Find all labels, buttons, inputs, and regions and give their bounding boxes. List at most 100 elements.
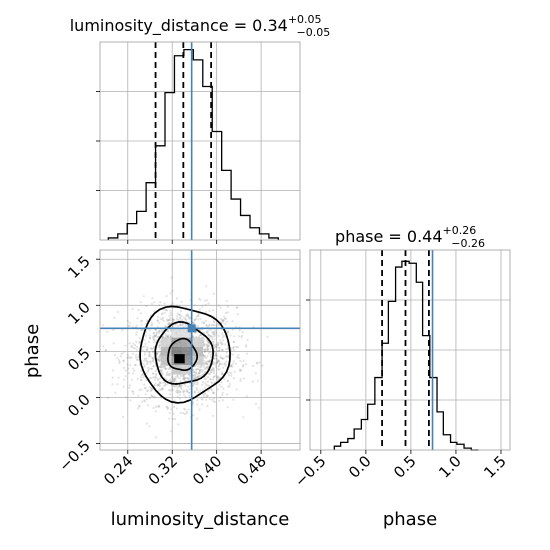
sample-point xyxy=(203,371,207,374)
sample-point xyxy=(159,317,162,320)
sample-point xyxy=(224,323,227,326)
density-cell xyxy=(160,355,172,366)
sample-point xyxy=(156,316,159,319)
x-tick-label: −0.5 xyxy=(291,452,329,490)
density-cell xyxy=(171,337,182,347)
sample-point xyxy=(169,378,172,381)
sample-point xyxy=(219,355,222,358)
sample-point xyxy=(181,391,185,394)
sample-point xyxy=(163,365,167,368)
sample-point xyxy=(136,317,139,320)
sample-point xyxy=(154,382,157,385)
sample-point xyxy=(151,357,154,360)
sample-point xyxy=(201,370,204,373)
sample-point xyxy=(225,320,229,323)
sample-point xyxy=(132,352,135,355)
sample-point xyxy=(169,389,172,392)
sample-point xyxy=(222,334,225,337)
sample-point xyxy=(221,357,224,361)
sample-point xyxy=(204,303,207,306)
sample-point xyxy=(180,314,183,317)
sample-point xyxy=(126,319,129,322)
sample-point xyxy=(179,380,182,383)
sample-point xyxy=(177,389,180,392)
sample-point xyxy=(157,383,160,386)
sample-point xyxy=(212,397,216,400)
x-tick-label: 1.0 xyxy=(435,452,465,482)
sample-point xyxy=(151,347,154,350)
sample-point xyxy=(138,341,141,344)
sample-point xyxy=(161,366,164,369)
sample-point xyxy=(238,368,241,371)
sample-point xyxy=(155,352,158,355)
sample-point xyxy=(168,372,171,375)
sample-point xyxy=(176,324,179,328)
sample-point xyxy=(185,318,188,321)
sample-point xyxy=(145,346,149,349)
sample-point xyxy=(154,328,157,331)
histogram-outline xyxy=(333,260,479,451)
sample-point xyxy=(132,367,135,370)
sample-point xyxy=(203,354,206,357)
sample-point xyxy=(196,382,199,385)
sample-point xyxy=(132,342,135,345)
sample-point xyxy=(207,372,210,376)
sample-point xyxy=(198,371,201,374)
sample-point xyxy=(158,341,161,344)
sample-point xyxy=(188,394,191,397)
sample-point xyxy=(179,310,182,313)
sample-point xyxy=(229,365,232,368)
sample-point xyxy=(216,360,219,363)
sample-point xyxy=(206,346,209,349)
density-cell xyxy=(192,337,204,347)
sample-point xyxy=(242,364,245,367)
sample-point xyxy=(148,336,152,340)
sample-point xyxy=(165,378,168,381)
sample-point xyxy=(202,395,205,398)
sample-point xyxy=(192,321,195,324)
sample-point xyxy=(186,377,189,380)
sample-point xyxy=(206,362,209,365)
sample-point xyxy=(197,375,200,378)
sample-point xyxy=(199,374,202,378)
sample-point xyxy=(160,329,164,332)
sample-point xyxy=(128,384,132,387)
sample-point xyxy=(217,359,220,363)
sample-point xyxy=(179,385,182,388)
sample-point xyxy=(167,334,170,337)
sample-point xyxy=(208,309,211,312)
sample-point xyxy=(237,335,241,338)
sample-point xyxy=(171,388,174,392)
sample-point xyxy=(152,335,155,338)
sample-point xyxy=(203,342,206,346)
sample-point xyxy=(184,379,187,382)
sample-point xyxy=(143,359,146,362)
x-axis-label-luminosity-distance: luminosity_distance xyxy=(111,509,290,530)
sample-point xyxy=(151,350,154,353)
sample-point xyxy=(222,319,225,322)
sample-point xyxy=(244,363,247,366)
sample-point xyxy=(184,412,187,416)
sample-point xyxy=(212,400,215,403)
sample-point xyxy=(206,331,209,334)
sample-point xyxy=(176,391,179,394)
sample-point xyxy=(164,367,167,370)
sample-point xyxy=(143,399,146,402)
sample-point xyxy=(212,331,215,334)
sample-point xyxy=(221,373,224,376)
sample-point xyxy=(152,332,155,335)
sample-point xyxy=(183,380,186,383)
sample-point xyxy=(188,317,191,320)
sample-point xyxy=(237,356,241,360)
sample-point xyxy=(152,338,156,341)
sample-point xyxy=(142,295,145,298)
sample-point xyxy=(212,340,215,344)
sample-point xyxy=(222,339,225,342)
sample-point xyxy=(156,384,159,387)
sample-point xyxy=(159,301,162,304)
sample-point xyxy=(216,349,219,353)
sample-point xyxy=(188,377,191,380)
sample-point xyxy=(168,374,171,377)
sample-point xyxy=(161,335,164,339)
sample-point xyxy=(167,323,170,326)
